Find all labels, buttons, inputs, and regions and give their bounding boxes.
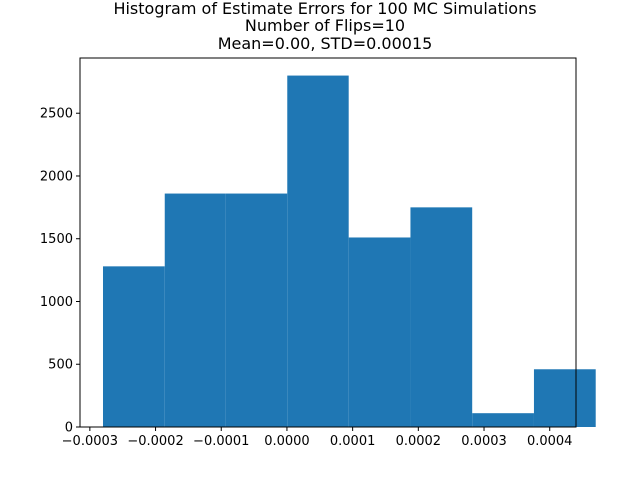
histogram-bar	[472, 413, 534, 427]
x-tick-label: 0.0001	[330, 434, 376, 449]
x-tick-label: 0.0002	[396, 434, 442, 449]
x-tick-label: −0.0001	[193, 434, 249, 449]
histogram-bar	[102, 266, 165, 427]
chart-title: Histogram of Estimate Errors for 100 MC …	[113, 0, 536, 53]
histogram-bar	[287, 75, 349, 428]
histogram-bar	[225, 193, 288, 427]
y-tick-label: 500	[48, 358, 73, 373]
y-axis: 0 500 1000 1500 2000 2500	[40, 107, 80, 436]
x-tick-label: 0.0003	[461, 434, 507, 449]
y-tick-label: 2500	[40, 107, 73, 122]
plot-frame	[79, 57, 577, 428]
x-tick-label: 0.0004	[527, 434, 573, 449]
histogram-bar	[348, 237, 411, 427]
x-tick-label: 0.0000	[264, 434, 310, 449]
histogram-bar	[410, 207, 473, 427]
histogram-bars	[102, 75, 596, 428]
y-tick-label: 2000	[40, 169, 73, 184]
y-tick-label: 0	[65, 421, 73, 436]
histogram-bar	[533, 369, 596, 427]
x-tick-label: −0.0002	[127, 434, 183, 449]
y-tick-label: 1000	[40, 295, 73, 310]
x-axis: −0.0003 −0.0002 −0.0001 0.0000 0.0001 0.0002 0…	[62, 427, 573, 449]
y-tick-label: 1500	[40, 232, 73, 247]
title-line-1: Histogram of Estimate Errors for 100 MC …	[113, 0, 536, 18]
histogram-bar	[164, 193, 226, 427]
x-tick-label: −0.0003	[62, 434, 118, 449]
title-line-3: Mean=0.00, STD=0.00015	[218, 34, 433, 53]
title-line-2: Number of Flips=10	[245, 16, 405, 35]
